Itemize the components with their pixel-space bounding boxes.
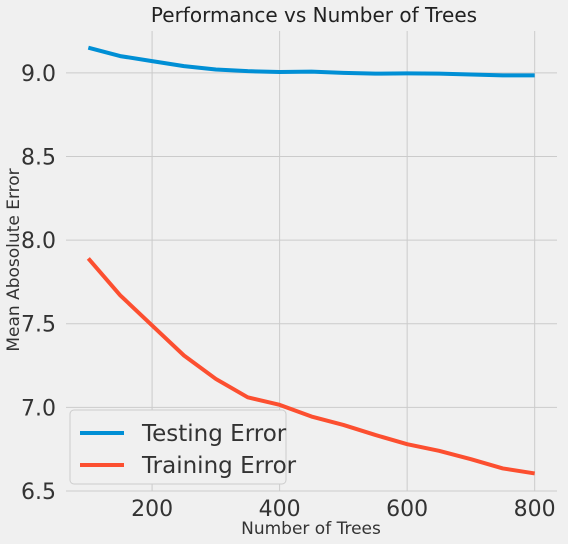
y-axis-ticks: 6.5 7.0 7.5 8.0 8.5 9.0 — [21, 62, 56, 505]
x-axis-label: Number of Trees — [241, 519, 381, 539]
y-tick-label: 9.0 — [21, 62, 56, 87]
chart-title: Performance vs Number of Trees — [151, 3, 477, 27]
legend-label-training: Training Error — [141, 453, 297, 479]
series-line-testing-error — [87, 45, 535, 78]
y-axis-label: Mean Abosolute Error — [4, 168, 24, 351]
y-tick-label: 8.5 — [21, 145, 56, 170]
x-axis-ticks: 200 400 600 800 — [131, 497, 556, 522]
legend-label-testing: Testing Error — [141, 421, 287, 447]
x-tick-label: 200 — [131, 497, 173, 522]
x-tick-label: 400 — [259, 497, 301, 522]
x-tick-label: 600 — [386, 497, 428, 522]
y-tick-label: 7.0 — [21, 396, 56, 421]
y-tick-label: 7.5 — [21, 313, 56, 338]
x-tick-label: 800 — [514, 497, 556, 522]
series-lines — [86, 45, 535, 476]
legend: Testing Error Training Error — [69, 409, 297, 485]
y-tick-label: 6.5 — [21, 480, 56, 505]
y-tick-label: 8.0 — [21, 229, 56, 254]
series-line-training-error — [86, 257, 535, 476]
